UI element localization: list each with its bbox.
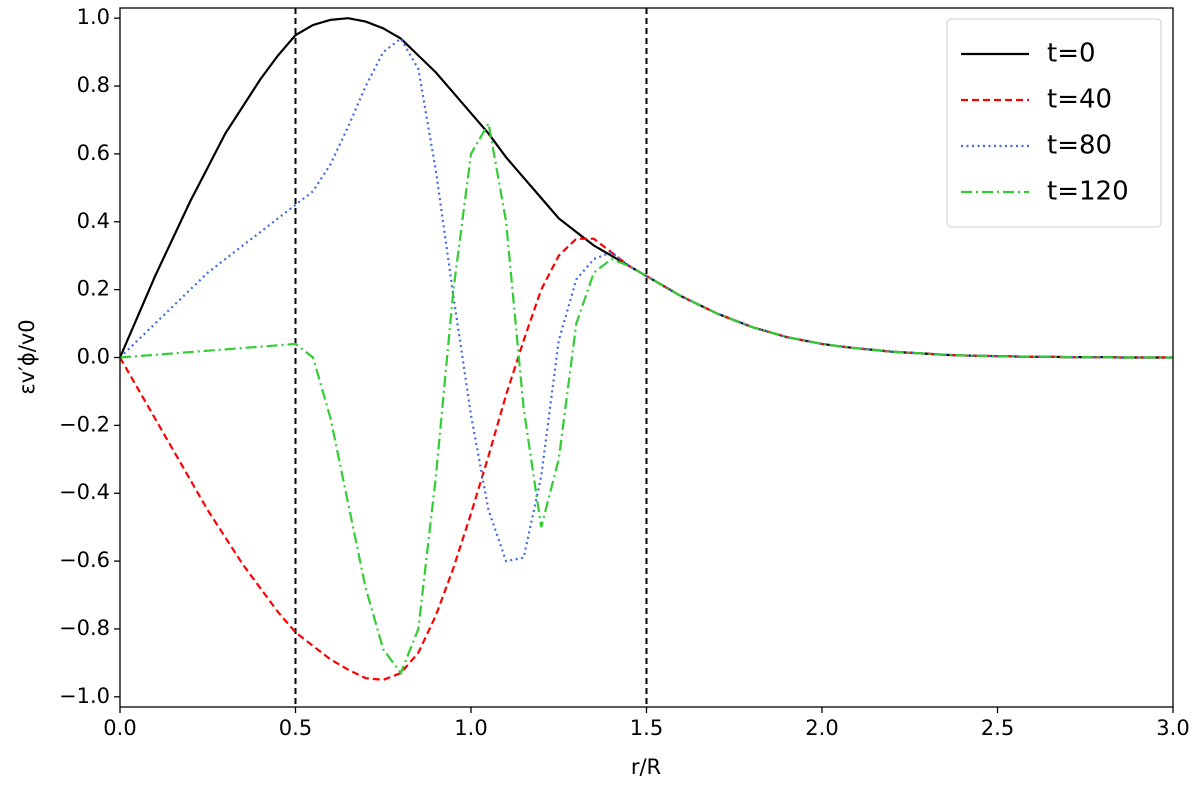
legend-label: t=120 xyxy=(1047,177,1129,207)
y-tick-label: −0.4 xyxy=(59,480,110,504)
y-tick-label: −0.6 xyxy=(59,548,110,572)
x-tick-label: 2.0 xyxy=(805,716,838,740)
y-tick-label: 0.8 xyxy=(77,73,110,97)
x-tick-label: 2.5 xyxy=(981,716,1014,740)
y-tick-label: −0.8 xyxy=(59,616,110,640)
y-tick-label: −1.0 xyxy=(59,684,110,708)
y-tick-label: 0.2 xyxy=(77,277,110,301)
x-tick-label: 1.0 xyxy=(454,716,487,740)
legend-box xyxy=(946,18,1162,228)
legend-label: t=80 xyxy=(1047,131,1112,161)
y-tick-label: −0.2 xyxy=(59,412,110,436)
series-line xyxy=(119,36,1173,563)
x-tick-label: 3.0 xyxy=(1156,716,1189,740)
y-axis-label: εv′ϕ/v0 xyxy=(15,319,39,394)
legend-label: t=40 xyxy=(1047,85,1112,115)
x-tick-label: 0.5 xyxy=(279,716,312,740)
legend-label: t=0 xyxy=(1047,39,1096,69)
y-tick-label: 1.0 xyxy=(77,5,110,29)
series-line xyxy=(119,120,1173,676)
x-tick-label: 0.0 xyxy=(103,716,136,740)
plot-frame xyxy=(119,7,1174,708)
y-tick-label: 0.6 xyxy=(77,141,110,165)
y-tick-label: 0.4 xyxy=(77,209,110,233)
x-tick-label: 1.5 xyxy=(630,716,663,740)
y-tick-label: 0.0 xyxy=(77,345,110,369)
x-axis-label: r/R xyxy=(631,755,661,779)
